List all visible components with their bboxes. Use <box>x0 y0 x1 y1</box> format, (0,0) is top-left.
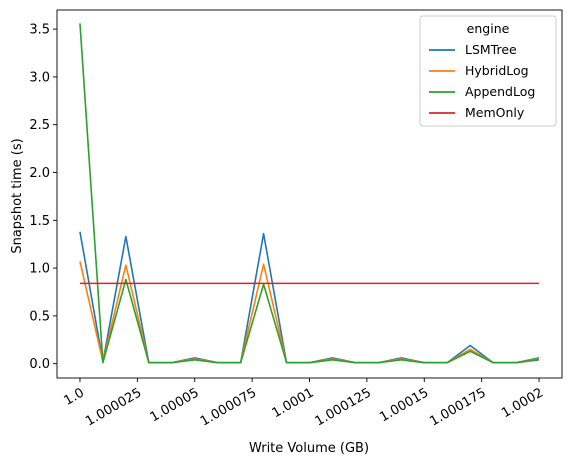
legend-title: engine <box>467 21 510 36</box>
x-tick-label: 1.00015 <box>377 385 431 425</box>
y-tick-label: 3.5 <box>29 23 50 38</box>
y-tick-label: 2.0 <box>29 166 50 181</box>
x-tick-label: 1.0 <box>62 385 87 408</box>
y-tick-label: 1.5 <box>29 214 50 229</box>
legend-label: HybridLog <box>465 63 529 78</box>
y-tick-label: 0.5 <box>29 309 50 324</box>
y-tick-label: 3.0 <box>29 70 50 85</box>
y-tick-label: 1.0 <box>29 262 50 277</box>
x-tick-label: 1.000075 <box>198 385 259 429</box>
legend: engine LSMTree HybridLog AppendLog MemOnly <box>419 15 557 127</box>
y-tick-label: 2.5 <box>29 118 50 133</box>
x-tick-label: 1.000025 <box>83 385 144 429</box>
legend-label: AppendLog <box>465 84 535 99</box>
x-tick-label: 1.000175 <box>427 385 488 429</box>
x-tick-label: 1.000125 <box>313 385 374 429</box>
y-axis: 0.0 0.5 1.0 1.5 2.0 2.5 3.0 3.5 <box>29 23 57 372</box>
x-axis-label: Write Volume (GB) <box>249 441 369 456</box>
y-tick-label: 0.0 <box>29 357 50 372</box>
y-axis-label: Snapshot time (s) <box>10 138 25 253</box>
legend-label: MemOnly <box>465 105 525 120</box>
x-tick-label: 1.0001 <box>270 385 317 421</box>
legend-label: LSMTree <box>465 42 517 57</box>
series-line-lsmtree <box>79 231 540 364</box>
series-layer <box>79 23 540 364</box>
x-tick-label: 1.0002 <box>499 385 546 421</box>
legend-box <box>419 15 557 127</box>
series-line-appendlog <box>79 23 540 364</box>
series-line-hybridlog <box>79 261 540 364</box>
x-tick-label: 1.00005 <box>148 385 202 425</box>
